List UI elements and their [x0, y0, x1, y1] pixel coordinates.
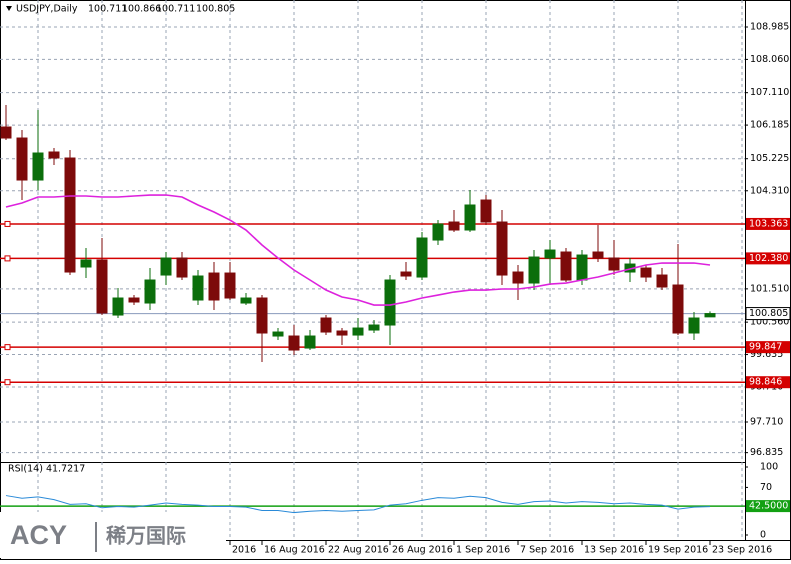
candle-body-down — [560, 251, 572, 281]
candle-body-down — [320, 317, 332, 333]
candle-body-up — [544, 249, 556, 259]
candle-body-up — [368, 324, 380, 331]
candle-body-down — [224, 272, 236, 299]
level-marker — [4, 220, 11, 227]
grid — [0, 0, 745, 540]
candle-body-down — [64, 157, 76, 273]
candle-body-down — [480, 199, 492, 223]
candle-body-down — [0, 126, 12, 139]
candle-body-up — [528, 256, 540, 284]
level-label-box — [746, 252, 790, 265]
x-tick-label: 1 Sep 2016 — [456, 545, 510, 556]
logo-text: ACY — [10, 520, 67, 550]
rsi-level-box — [746, 500, 790, 513]
x-tick-label: 16 Aug 2016 — [264, 545, 325, 556]
logo-text-cn: 稀万国际 — [106, 524, 186, 548]
candle-body-up — [272, 331, 284, 337]
candle-body-up — [688, 317, 700, 334]
candle-body-down — [672, 284, 684, 334]
candle-body-down — [128, 297, 140, 303]
level-label: 99.847 — [749, 342, 782, 353]
level-label-box — [746, 341, 790, 354]
level-marker — [4, 379, 11, 386]
candle-body-up — [112, 297, 124, 316]
candle-body-down — [16, 137, 28, 181]
menu-arrow[interactable] — [6, 6, 12, 11]
candle-body-up — [240, 297, 252, 304]
rsi-tick-label: 100 — [760, 462, 778, 473]
candle-body-up — [192, 275, 204, 301]
rsi-tick-label: 70 — [760, 482, 772, 493]
y-tick-label: 99.635 — [750, 349, 783, 360]
candle-body-down — [608, 257, 620, 271]
candle-body-up — [464, 204, 476, 231]
candle-body-down — [512, 271, 524, 284]
candle-body-down — [48, 151, 60, 159]
x-tick-label: 23 Sep 2016 — [712, 545, 772, 556]
rsi-tick-label: 0 — [760, 530, 766, 541]
candle-body-up — [416, 237, 428, 278]
y-tick-label: 97.710 — [750, 416, 783, 427]
ohlc-high: 100.866 — [122, 4, 161, 15]
y-tick-label: 108.060 — [750, 54, 789, 65]
y-tick-label: 104.310 — [750, 185, 789, 196]
candle-body-down — [656, 274, 668, 288]
x-tick-label: 13 Sep 2016 — [584, 545, 644, 556]
candle-body-down — [96, 259, 108, 314]
ohlc-close: 100.805 — [196, 4, 235, 15]
y-tick-label: 106.185 — [750, 120, 789, 131]
candle-body-up — [384, 279, 396, 326]
candle-body-up — [32, 152, 44, 181]
candle-body-down — [448, 221, 460, 231]
y-tick-label: 101.510 — [750, 283, 789, 294]
candle-body-up — [144, 279, 156, 304]
candle-body-up — [80, 259, 92, 268]
current-price-box — [745, 307, 791, 321]
candle-body-down — [400, 271, 412, 277]
candle-body-up — [704, 313, 716, 318]
rsi-level-label: 42.5000 — [749, 501, 788, 512]
level-label: 103.363 — [749, 218, 788, 229]
candle-body-down — [208, 272, 220, 301]
chart-title: USDJPY,Daily — [16, 4, 78, 15]
rsi-label: RSI(14) 41.7217 — [8, 464, 85, 475]
level-label-box — [746, 217, 790, 230]
x-tick-label: 7 Sep 2016 — [520, 545, 574, 556]
candle-body-up — [160, 257, 172, 276]
ohlc-low: 100.711 — [156, 4, 195, 15]
logo-background — [0, 512, 226, 558]
ohlc-open: 100.711 — [88, 4, 127, 15]
candle-body-up — [352, 327, 364, 336]
x-tick-label: 2016 — [232, 545, 256, 556]
x-tick-label: 19 Sep 2016 — [648, 545, 708, 556]
candle-body-down — [176, 257, 188, 278]
level-marker — [4, 255, 11, 262]
moving-average-line — [5, 194, 711, 306]
candle-body-down — [288, 335, 300, 351]
y-tick-label: 105.225 — [750, 153, 789, 164]
candle-body-up — [304, 335, 316, 349]
candle-body-down — [640, 267, 652, 278]
level-marker — [4, 344, 11, 351]
y-tick-label: 108.985 — [750, 21, 789, 32]
candle-body-down — [496, 221, 508, 276]
y-tick-label: 107.110 — [750, 87, 789, 98]
candle-body-down — [336, 330, 348, 336]
level-label: 102.380 — [749, 253, 788, 264]
candle-body-up — [576, 254, 588, 281]
candle-body-down — [256, 297, 268, 334]
y-tick-label: 96.835 — [750, 447, 783, 458]
logo: ACY 稀万国际 — [0, 512, 226, 558]
current-price-label: 100.805 — [749, 308, 788, 319]
x-tick-label: 22 Aug 2016 — [328, 545, 389, 556]
marks — [0, 105, 745, 386]
y-tick-label: 100.560 — [750, 317, 789, 328]
level-label: 98.846 — [749, 377, 782, 388]
rsi-line — [5, 495, 711, 514]
candle-body-up — [432, 223, 444, 241]
level-label-box — [746, 376, 790, 389]
x-tick-label: 26 Aug 2016 — [392, 545, 453, 556]
candle-body-down — [592, 251, 604, 259]
